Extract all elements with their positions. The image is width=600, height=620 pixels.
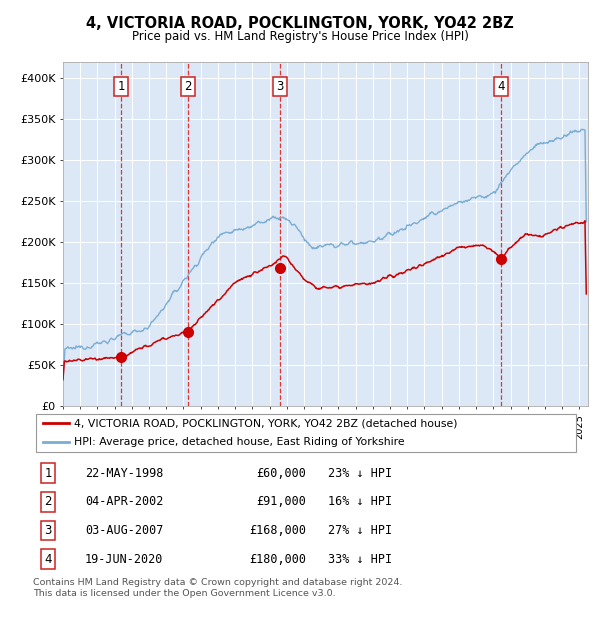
Text: 03-AUG-2007: 03-AUG-2007 bbox=[85, 524, 163, 537]
Text: 22-MAY-1998: 22-MAY-1998 bbox=[85, 467, 163, 480]
Text: 3: 3 bbox=[44, 524, 52, 537]
Text: 2: 2 bbox=[184, 80, 191, 93]
Text: This data is licensed under the Open Government Licence v3.0.: This data is licensed under the Open Gov… bbox=[33, 589, 335, 598]
Text: 2: 2 bbox=[44, 495, 52, 508]
Text: 19-JUN-2020: 19-JUN-2020 bbox=[85, 552, 163, 565]
FancyBboxPatch shape bbox=[36, 414, 577, 452]
Text: 04-APR-2002: 04-APR-2002 bbox=[85, 495, 163, 508]
Text: 3: 3 bbox=[276, 80, 283, 93]
Text: Contains HM Land Registry data © Crown copyright and database right 2024.: Contains HM Land Registry data © Crown c… bbox=[33, 578, 403, 587]
Text: 16% ↓ HPI: 16% ↓ HPI bbox=[328, 495, 392, 508]
Text: 33% ↓ HPI: 33% ↓ HPI bbox=[328, 552, 392, 565]
Text: Price paid vs. HM Land Registry's House Price Index (HPI): Price paid vs. HM Land Registry's House … bbox=[131, 30, 469, 43]
Text: 4, VICTORIA ROAD, POCKLINGTON, YORK, YO42 2BZ: 4, VICTORIA ROAD, POCKLINGTON, YORK, YO4… bbox=[86, 16, 514, 31]
Text: £180,000: £180,000 bbox=[250, 552, 307, 565]
Text: £168,000: £168,000 bbox=[250, 524, 307, 537]
Text: 23% ↓ HPI: 23% ↓ HPI bbox=[328, 467, 392, 480]
Text: 1: 1 bbox=[118, 80, 125, 93]
Text: 27% ↓ HPI: 27% ↓ HPI bbox=[328, 524, 392, 537]
Text: 4, VICTORIA ROAD, POCKLINGTON, YORK, YO42 2BZ (detached house): 4, VICTORIA ROAD, POCKLINGTON, YORK, YO4… bbox=[74, 418, 458, 428]
Text: 4: 4 bbox=[497, 80, 505, 93]
Text: £91,000: £91,000 bbox=[257, 495, 307, 508]
Text: 1: 1 bbox=[44, 467, 52, 480]
Text: 4: 4 bbox=[44, 552, 52, 565]
Text: £60,000: £60,000 bbox=[257, 467, 307, 480]
Text: HPI: Average price, detached house, East Riding of Yorkshire: HPI: Average price, detached house, East… bbox=[74, 438, 404, 448]
